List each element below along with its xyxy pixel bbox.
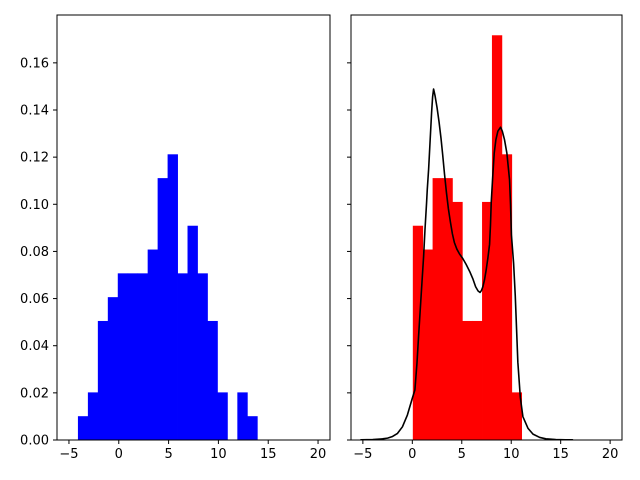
y-tick-label: 0.00 (20, 434, 49, 449)
left-histogram-bar (167, 154, 178, 440)
y-tick-label: 0.16 (20, 56, 49, 71)
axes-border (350, 14, 623, 441)
right-histogram-bar (501, 154, 513, 440)
x-tick-label: 20 (310, 447, 327, 462)
left-histogram-bar (87, 392, 99, 440)
left-histogram-bar (217, 392, 228, 440)
right-histogram-bar (462, 320, 473, 440)
x-tick-label: −5 (353, 447, 372, 462)
x-tick-label: 5 (458, 447, 466, 462)
left-histogram-bar (77, 416, 89, 440)
left-histogram-bar (117, 273, 129, 440)
x-tick-label: 15 (552, 447, 569, 462)
y-tick-label: 0.04 (20, 339, 49, 354)
right-histogram-bar (482, 201, 493, 440)
left-histogram-bar (187, 225, 198, 440)
x-tick-label: 0 (115, 447, 123, 462)
x-tick-label: 15 (260, 447, 277, 462)
left-histogram-bar (237, 392, 248, 440)
right-histogram-bar (432, 178, 443, 441)
axes-border (56, 14, 331, 441)
y-tick-label: 0.06 (20, 292, 49, 307)
left-histogram-bar (97, 320, 109, 440)
y-tick-label: 0.02 (20, 386, 49, 401)
right-histogram-bar (491, 35, 503, 441)
y-tick-label: 0.08 (20, 245, 49, 260)
x-tick-label: 5 (164, 447, 172, 462)
x-tick-label: −5 (59, 447, 78, 462)
left-histogram-bar (197, 273, 208, 440)
left-histogram-bar (177, 273, 188, 440)
right-histogram-bar (442, 178, 453, 441)
right-histogram-bar (511, 392, 523, 440)
left-histogram-bar (107, 297, 119, 440)
y-tick-label: 0.12 (20, 151, 49, 166)
x-tick-label: 0 (408, 447, 416, 462)
left-histogram-bar (127, 273, 139, 440)
x-tick-label: 10 (503, 447, 520, 462)
y-tick-label: 0.14 (20, 103, 49, 118)
x-tick-label: 10 (210, 447, 227, 462)
right-histogram-bar (422, 249, 433, 440)
left-histogram-bar (157, 178, 168, 441)
x-tick-label: 20 (602, 447, 619, 462)
right-histogram-bar (452, 201, 463, 440)
right-histogram-bar (412, 225, 424, 440)
kde-curve (360, 88, 574, 441)
right-histogram-bar (472, 320, 483, 440)
left-histogram-bar (207, 320, 218, 440)
left-histogram-bar (137, 273, 149, 440)
y-tick-label: 0.10 (20, 198, 49, 213)
left-histogram-bar (247, 416, 258, 440)
left-histogram-bar (147, 249, 159, 440)
